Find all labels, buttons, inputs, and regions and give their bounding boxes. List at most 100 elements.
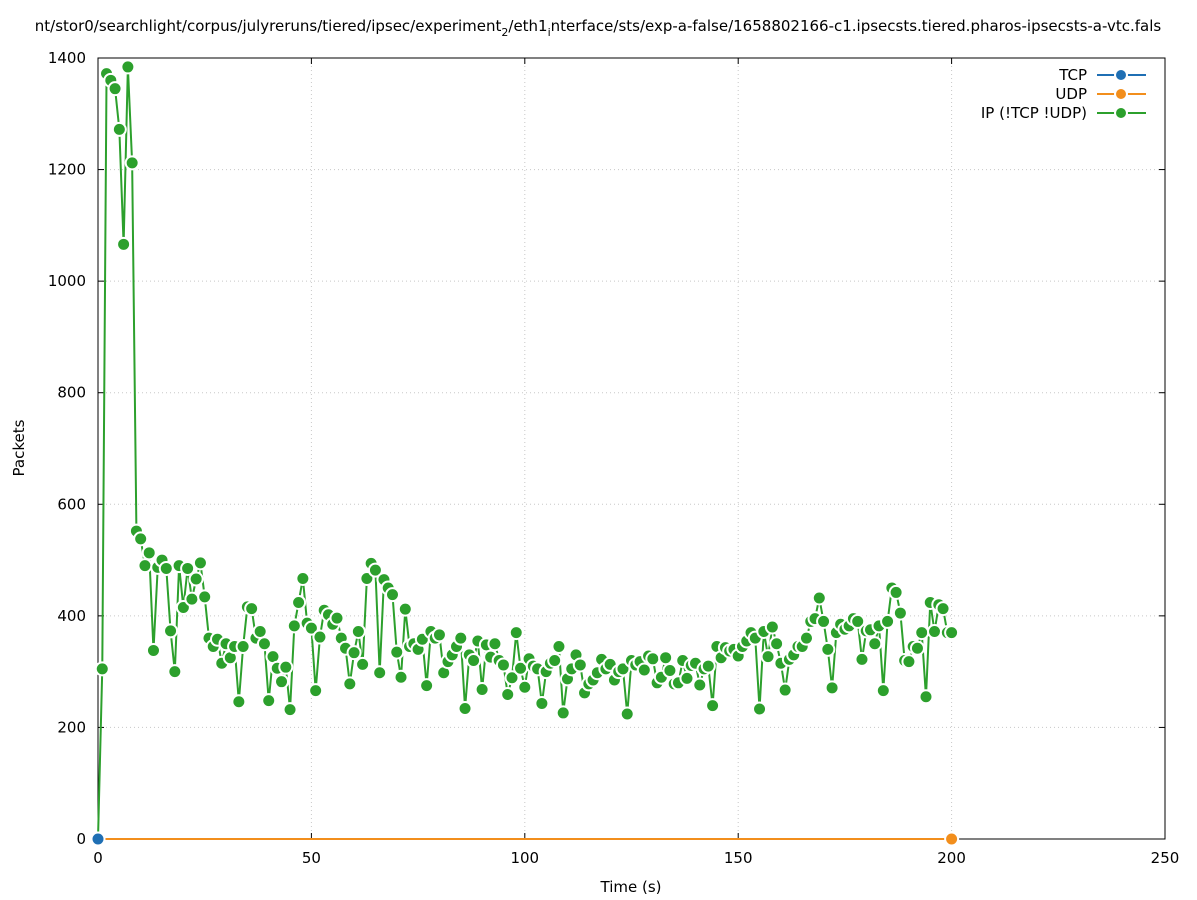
- data-point: [107, 81, 123, 97]
- data-point: [551, 639, 567, 655]
- data-point: [252, 623, 268, 639]
- data-point: [256, 636, 272, 652]
- data-point: [346, 645, 362, 661]
- data-point: [867, 636, 883, 652]
- data-point: [466, 652, 482, 668]
- data-point: [120, 59, 136, 75]
- y-tick-label: 400: [57, 607, 86, 625]
- y-tick-label: 0: [76, 830, 86, 848]
- data-point: [534, 695, 550, 711]
- data-point: [350, 623, 366, 639]
- data-point: [760, 649, 776, 665]
- data-point: [342, 676, 358, 692]
- data-point: [918, 689, 934, 705]
- data-point: [816, 613, 832, 629]
- data-point: [141, 545, 157, 561]
- data-point: [820, 641, 836, 657]
- data-point: [94, 661, 110, 677]
- data-point: [124, 155, 140, 171]
- data-point: [261, 693, 277, 709]
- data-point: [619, 706, 635, 722]
- data-point: [180, 560, 196, 576]
- x-tick-label: 200: [937, 849, 966, 867]
- data-point: [909, 640, 925, 656]
- x-tick-label: 100: [510, 849, 539, 867]
- legend-label: UDP: [1055, 85, 1087, 103]
- axis-ticks: [97, 57, 1166, 840]
- data-point: [235, 639, 251, 655]
- data-point: [286, 618, 302, 634]
- data-point: [389, 644, 405, 660]
- data-point: [303, 620, 319, 636]
- x-tick-label: 150: [724, 849, 753, 867]
- data-point: [474, 681, 490, 697]
- data-point: [824, 680, 840, 696]
- data-point: [769, 636, 785, 652]
- x-tick-label: 250: [1151, 849, 1180, 867]
- data-point: [517, 679, 533, 695]
- data-point: [508, 625, 524, 641]
- data-point: [184, 591, 200, 607]
- data-point: [500, 687, 516, 703]
- legend-marker: [1114, 68, 1128, 82]
- legend-label: TCP: [1058, 66, 1087, 84]
- title-segment-3: i: [548, 26, 551, 39]
- data-point: [312, 629, 328, 645]
- y-tick-label: 200: [57, 718, 86, 736]
- data-point: [308, 683, 324, 699]
- data-point: [888, 584, 904, 600]
- data-point: [419, 678, 435, 694]
- y-tick-labels: 0 200 400 600 800 1000 1200 1400: [48, 49, 86, 848]
- x-tick-label: 0: [93, 849, 103, 867]
- data-point: [431, 627, 447, 643]
- data-point: [777, 682, 793, 698]
- data-point: [295, 570, 311, 586]
- data-point: [572, 657, 588, 673]
- data-point: [927, 623, 943, 639]
- data-point: [662, 663, 678, 679]
- chart-title: nt/stor0/searchlight/corpus/julyreruns/t…: [35, 17, 1162, 39]
- data-point: [658, 650, 674, 666]
- data-point: [892, 605, 908, 621]
- x-tick-labels: 0 50 100 150 200 250: [93, 849, 1179, 867]
- data-point: [397, 601, 413, 617]
- data-point: [282, 702, 298, 718]
- data-point: [158, 560, 174, 576]
- data-point: [798, 630, 814, 646]
- title-segment-0: nt/stor0/searchlight/corpus/julyreruns/t…: [35, 17, 502, 35]
- data-point: [495, 657, 511, 673]
- data-point: [880, 613, 896, 629]
- data-point: [901, 654, 917, 670]
- data-point: [90, 831, 106, 847]
- x-tick-label: 50: [302, 849, 321, 867]
- title-segment-4: nterface/sts/exp-a-false/1658802166-c1.i…: [551, 17, 1162, 35]
- y-tick-label: 1200: [48, 161, 86, 179]
- data-point: [111, 121, 127, 137]
- data-point: [547, 652, 563, 668]
- data-point: [167, 664, 183, 680]
- data-point: [752, 701, 768, 717]
- data-point: [372, 665, 388, 681]
- data-point: [188, 571, 204, 587]
- data-point: [367, 562, 383, 578]
- x-axis-title: Time (s): [600, 878, 662, 896]
- data-point: [764, 619, 780, 635]
- y-tick-label: 600: [57, 495, 86, 513]
- legend-marker: [1114, 87, 1128, 101]
- data-point: [875, 683, 891, 699]
- data-point: [487, 636, 503, 652]
- data-point: [145, 642, 161, 658]
- series-0: [90, 831, 106, 847]
- data-point: [329, 610, 345, 626]
- data-point: [692, 677, 708, 693]
- data-point: [116, 236, 132, 252]
- data-point: [384, 587, 400, 603]
- data-point: [231, 694, 247, 710]
- data-point: [705, 698, 721, 714]
- data-point: [914, 625, 930, 641]
- data-point: [935, 601, 951, 617]
- series-layer: [90, 59, 960, 847]
- legend-label: IP (!TCP !UDP): [981, 104, 1087, 122]
- title-segment-2: /eth1: [508, 17, 547, 35]
